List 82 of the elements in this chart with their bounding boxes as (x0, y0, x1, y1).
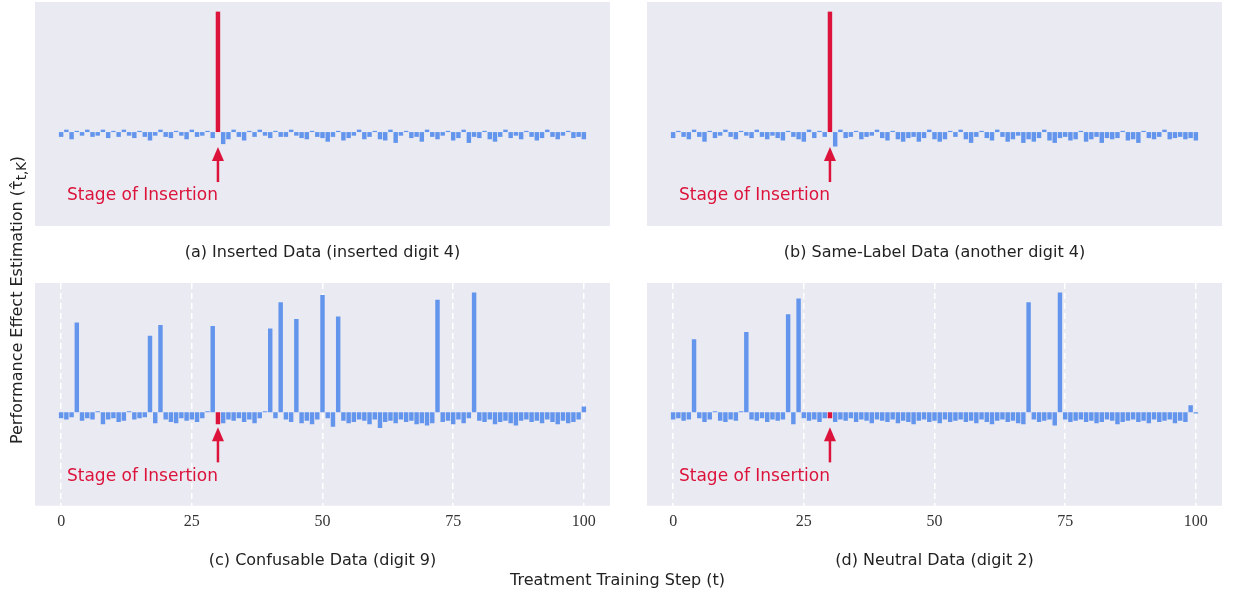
text: Stage of Insertion (66, 184, 218, 205)
bar (759, 132, 765, 137)
bar (461, 129, 466, 133)
bar (806, 412, 812, 421)
bar (942, 412, 948, 420)
bar (796, 298, 801, 413)
bar (377, 412, 383, 428)
bar (153, 412, 158, 424)
bar (158, 324, 163, 413)
x-tick-label: 50 (926, 511, 943, 529)
bar (1151, 412, 1157, 420)
bar (262, 132, 268, 136)
x-tick-label: 75 (1057, 511, 1074, 529)
bar (1162, 129, 1167, 133)
x-axis-title: Treatment Training Step (t) (509, 570, 726, 589)
text: (a) Inserted Data (inserted digit 4) (183, 242, 462, 261)
bar (503, 129, 508, 133)
x-tick-label: 0 (669, 511, 678, 529)
bar (874, 412, 880, 420)
bar (236, 132, 242, 137)
text: (b) Same-Label Data (another digit 4) (782, 242, 1087, 261)
bar (691, 339, 697, 413)
text: (d) Neutral Data (digit 2) (834, 550, 1035, 569)
bar (492, 412, 498, 425)
text: (c) Confusable Data (digit 9) (207, 550, 438, 569)
bar (466, 132, 472, 143)
bar (231, 129, 236, 133)
bar (58, 132, 64, 137)
bar (1031, 412, 1037, 420)
bar (330, 412, 336, 427)
bar (194, 412, 200, 422)
bar (194, 132, 200, 137)
bar (921, 412, 927, 420)
text: Stage of Insertion (678, 464, 830, 485)
bar (958, 129, 963, 133)
bar (827, 11, 833, 133)
bar (388, 129, 393, 133)
bar (273, 412, 278, 419)
bar (560, 412, 566, 421)
bar (424, 412, 430, 426)
bar (822, 132, 827, 137)
bar (294, 318, 299, 413)
bar (445, 412, 451, 421)
bar (64, 129, 69, 133)
bar (1026, 302, 1031, 413)
x-tick-label: 0 (57, 511, 66, 529)
bar (560, 132, 566, 136)
x-tick-label: 25 (795, 511, 812, 529)
bar (116, 132, 121, 137)
bar (791, 412, 796, 425)
bar (288, 412, 294, 422)
bar (320, 294, 325, 413)
text: Stage of Insertion (66, 464, 218, 485)
bar (723, 129, 728, 133)
bar (838, 129, 843, 133)
x-tick-label: 100 (1183, 511, 1208, 529)
x-tick-label: 100 (571, 511, 596, 529)
bar (309, 412, 315, 425)
bar (785, 314, 791, 413)
bar (717, 132, 723, 136)
bar (79, 412, 85, 421)
bar (1104, 412, 1110, 420)
bar (252, 132, 257, 137)
bar (435, 299, 440, 413)
bar (215, 11, 221, 133)
bar (69, 132, 74, 140)
bar (79, 132, 85, 136)
bar (989, 412, 995, 425)
bar (283, 412, 289, 420)
bar (278, 302, 283, 413)
bar (100, 412, 106, 425)
bar (539, 412, 545, 424)
bar (953, 132, 958, 137)
bar (1036, 412, 1042, 422)
bar (492, 132, 498, 142)
bar (1172, 412, 1178, 424)
text: Stage of Insertion (678, 184, 830, 205)
x-tick-label: 75 (445, 511, 462, 529)
bar (158, 129, 163, 133)
x-tick-label: 25 (183, 511, 200, 529)
x-tick-label: 50 (314, 511, 331, 529)
bar (1188, 405, 1193, 413)
